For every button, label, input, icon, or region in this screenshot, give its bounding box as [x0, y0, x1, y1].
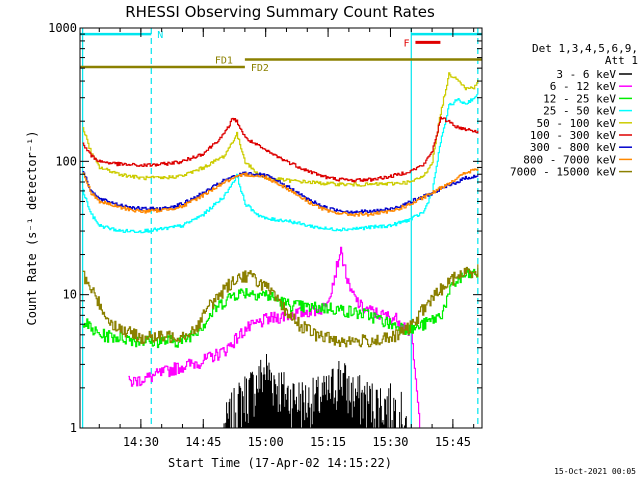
- legend-header: Det 1,3,4,5,6,9,: [532, 42, 638, 55]
- legend-entry-label: 800 - 7000 keV: [523, 153, 616, 166]
- chart-title: RHESSI Observing Summary Count Rates: [125, 3, 435, 21]
- y-tick-label: 1: [70, 421, 77, 435]
- series-line: [82, 116, 479, 183]
- x-tick-label: 15:00: [248, 435, 284, 449]
- flag-label: FD2: [251, 63, 269, 74]
- x-tick-label: 14:45: [185, 435, 221, 449]
- series-spikes: [223, 354, 407, 428]
- series-line: [82, 168, 479, 217]
- series-line: [82, 94, 479, 234]
- plot-content: [82, 28, 479, 428]
- y-axis-ticks: 1 10 100 1000: [48, 21, 482, 435]
- legend-entry-label: 25 - 50 keV: [543, 105, 616, 118]
- legend-entry-label: 12 - 25 keV: [543, 92, 616, 105]
- series-line: [82, 264, 479, 348]
- legend-entry-label: 50 - 100 keV: [537, 117, 617, 130]
- x-tick-label: 14:30: [123, 435, 159, 449]
- legend-entry-label: 6 - 12 keV: [550, 80, 617, 93]
- x-tick-label: 15:15: [310, 435, 346, 449]
- legend-entry-label: 300 - 800 keV: [530, 141, 616, 154]
- flag-label: FD1: [215, 56, 233, 67]
- series-line: [82, 72, 479, 187]
- x-tick-label: 15:30: [372, 435, 408, 449]
- legend-entry-label: 100 - 300 keV: [530, 129, 616, 142]
- legend-header: Att 1: [605, 54, 638, 67]
- flag-label: F: [403, 38, 409, 49]
- x-axis-ticks: 14:30 14:45 15:00 15:15 15:30 15:45: [98, 28, 475, 449]
- series-line: [128, 246, 421, 428]
- x-tick-label: 15:45: [435, 435, 471, 449]
- y-tick-label: 10: [63, 288, 77, 302]
- plot-frame: [79, 27, 483, 429]
- x-axis-label: Start Time (17-Apr-02 14:15:22): [168, 456, 392, 470]
- y-axis-label: Count Rate (s⁻¹ detector⁻¹): [25, 130, 39, 325]
- y-tick-label: 100: [55, 154, 77, 168]
- y-tick-label: 1000: [48, 21, 77, 35]
- legend-entry-label: 7000 - 15000 keV: [510, 166, 616, 179]
- flag-label: N: [157, 30, 163, 41]
- legend-entry-label: 3 - 6 keV: [556, 68, 616, 81]
- plot-area: N F FD1 FD2: [80, 28, 482, 428]
- plot-timestamp: 15-Oct-2021 00:05: [554, 467, 636, 476]
